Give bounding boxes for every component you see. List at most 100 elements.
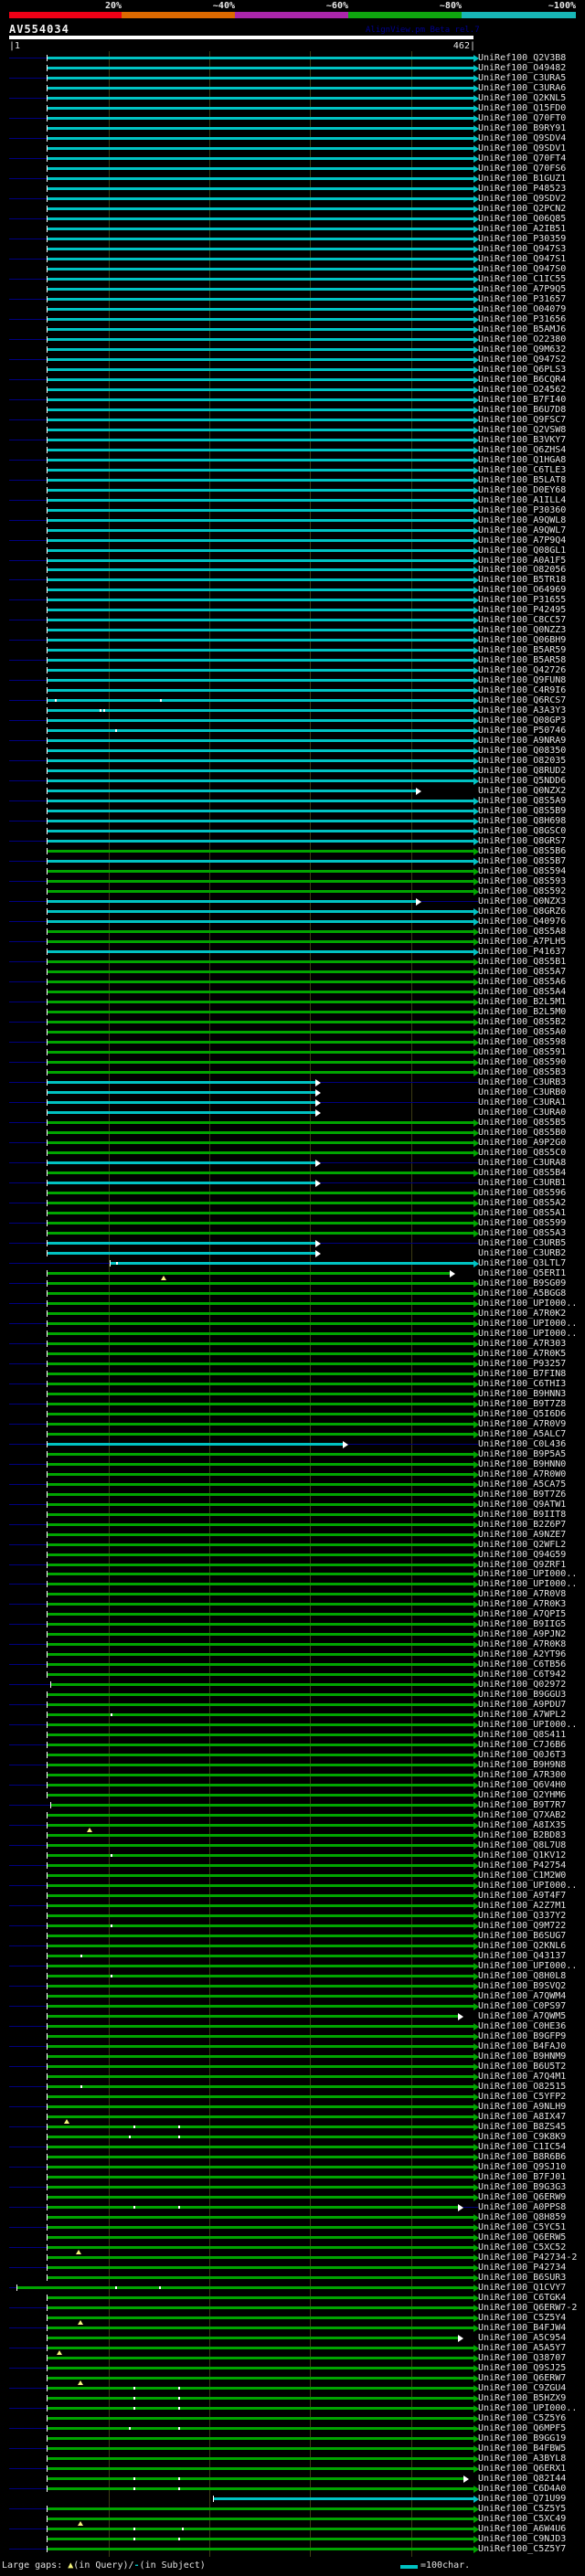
- hit-label[interactable]: UniRef100_P42495: [478, 605, 567, 615]
- hit-label[interactable]: UniRef100_UPI000..: [478, 1299, 578, 1309]
- hit-label[interactable]: UniRef100_Q8S5B9: [478, 806, 567, 816]
- hit-label[interactable]: UniRef100_Q02972: [478, 1680, 567, 1690]
- hit-label[interactable]: UniRef100_Q8S598: [478, 1037, 567, 1047]
- hit-label[interactable]: UniRef100_A7PLH5: [478, 937, 567, 947]
- hit-label[interactable]: UniRef100_B9GG19: [478, 2433, 567, 2443]
- hit-label[interactable]: UniRef100_Q15FD0: [478, 103, 567, 113]
- hit-label[interactable]: UniRef100_B9IIG5: [478, 1619, 567, 1629]
- hit-label[interactable]: UniRef100_Q8GRS7: [478, 836, 567, 846]
- hit-label[interactable]: UniRef100_A7R300: [478, 1770, 567, 1780]
- hit-label[interactable]: UniRef100_O49482: [478, 63, 567, 73]
- hit-label[interactable]: UniRef100_C5Z5Y7: [478, 2544, 567, 2554]
- hit-label[interactable]: UniRef100_Q6RCS7: [478, 695, 567, 705]
- hit-label[interactable]: UniRef100_C5Z5Y6: [478, 2413, 567, 2423]
- hit-label[interactable]: UniRef100_A8IX35: [478, 1820, 567, 1830]
- hit-label[interactable]: UniRef100_B5TR18: [478, 575, 567, 585]
- hit-label[interactable]: UniRef100_Q0NZX3: [478, 896, 567, 906]
- hit-label[interactable]: UniRef100_A5CA75: [478, 1479, 567, 1489]
- hit-label[interactable]: UniRef100_Q1HGA8: [478, 455, 567, 465]
- hit-label[interactable]: UniRef100_Q8H859: [478, 2212, 567, 2222]
- hit-label[interactable]: UniRef100_Q947S1: [478, 254, 567, 264]
- hit-label[interactable]: UniRef100_Q9ZRF1: [478, 1560, 567, 1570]
- hit-label[interactable]: UniRef100_Q8S411: [478, 1730, 567, 1740]
- hit-label[interactable]: UniRef100_Q7XAB2: [478, 1810, 567, 1820]
- hit-label[interactable]: UniRef100_Q6ERW5: [478, 2232, 567, 2242]
- hit-label[interactable]: UniRef100_C3URA8: [478, 1158, 567, 1168]
- hit-label[interactable]: UniRef100_Q8S5B3: [478, 1067, 567, 1077]
- hit-label[interactable]: UniRef100_B5AMJ6: [478, 324, 567, 334]
- hit-label[interactable]: UniRef100_C1IC54: [478, 2142, 567, 2152]
- hit-label[interactable]: UniRef100_Q5I6D6: [478, 1409, 567, 1419]
- hit-label[interactable]: UniRef100_C1IC55: [478, 274, 567, 284]
- hit-label[interactable]: UniRef100_O22380: [478, 334, 567, 345]
- hit-label[interactable]: UniRef100_Q8GSC0: [478, 826, 567, 836]
- hit-label[interactable]: UniRef100_P30360: [478, 505, 567, 515]
- hit-label[interactable]: UniRef100_A7QPI5: [478, 1609, 567, 1619]
- hit-label[interactable]: UniRef100_C6TB56: [478, 1659, 567, 1670]
- hit-label[interactable]: UniRef100_Q2VSW8: [478, 425, 567, 435]
- hit-label[interactable]: UniRef100_C8CC57: [478, 615, 567, 625]
- hit-label[interactable]: UniRef100_C4R9I6: [478, 685, 567, 695]
- hit-label[interactable]: UniRef100_P42754: [478, 1860, 567, 1871]
- hit-label[interactable]: UniRef100_A5C954: [478, 2333, 567, 2343]
- hit-label[interactable]: UniRef100_B5AR59: [478, 645, 567, 655]
- hit-label[interactable]: UniRef100_Q38707: [478, 2353, 567, 2363]
- hit-label[interactable]: UniRef100_Q43137: [478, 1951, 567, 1961]
- hit-label[interactable]: UniRef100_C0L436: [478, 1439, 567, 1449]
- hit-label[interactable]: UniRef100_A7R0K2: [478, 1309, 567, 1319]
- hit-label[interactable]: UniRef100_B9H9N8: [478, 1760, 567, 1770]
- hit-label[interactable]: UniRef100_C3URA6: [478, 83, 567, 93]
- hit-label[interactable]: UniRef100_B3VKY7: [478, 435, 567, 445]
- hit-label[interactable]: UniRef100_C5XC49: [478, 2514, 567, 2524]
- hit-label[interactable]: UniRef100_A7Q4M1: [478, 2072, 567, 2082]
- hit-label[interactable]: UniRef100_B9T7Z8: [478, 1399, 567, 1409]
- hit-label[interactable]: UniRef100_Q337Y2: [478, 1911, 567, 1921]
- hit-label[interactable]: UniRef100_B6SUR3: [478, 2273, 567, 2283]
- hit-label[interactable]: UniRef100_Q8S5A0: [478, 1027, 567, 1037]
- hit-label[interactable]: UniRef100_Q8S596: [478, 1188, 567, 1198]
- hit-label[interactable]: UniRef100_Q8S5A6: [478, 977, 567, 987]
- hit-label[interactable]: UniRef100_Q08350: [478, 746, 567, 756]
- hit-label[interactable]: UniRef100_Q8S592: [478, 886, 567, 896]
- hit-label[interactable]: UniRef100_Q2KNL5: [478, 93, 567, 103]
- hit-label[interactable]: UniRef100_Q70FT0: [478, 113, 567, 123]
- hit-label[interactable]: UniRef100_A9NZE7: [478, 1530, 567, 1540]
- hit-label[interactable]: UniRef100_A9PJN2: [478, 1629, 567, 1639]
- hit-label[interactable]: UniRef100_B9SVQ2: [478, 1981, 567, 1991]
- hit-label[interactable]: UniRef100_B7FI40: [478, 395, 567, 405]
- hit-label[interactable]: UniRef100_Q8S5B4: [478, 1168, 567, 1178]
- hit-label[interactable]: UniRef100_C3URB0: [478, 1087, 567, 1097]
- hit-label[interactable]: UniRef100_Q2V3B8: [478, 53, 567, 63]
- hit-label[interactable]: UniRef100_A0PPS8: [478, 2202, 567, 2212]
- hit-label[interactable]: UniRef100_B9HNM9: [478, 2051, 567, 2062]
- hit-label[interactable]: UniRef100_C3URA0: [478, 1108, 567, 1118]
- hit-label[interactable]: UniRef100_Q40976: [478, 917, 567, 927]
- hit-label[interactable]: UniRef100_B9GGU3: [478, 1690, 567, 1700]
- hit-label[interactable]: UniRef100_C6T942: [478, 1670, 567, 1680]
- hit-label[interactable]: UniRef100_B6SUG7: [478, 1931, 567, 1941]
- hit-label[interactable]: UniRef100_B9G3G3: [478, 2182, 567, 2192]
- hit-label[interactable]: UniRef100_Q8S593: [478, 876, 567, 886]
- hit-label[interactable]: UniRef100_A7R0K3: [478, 1599, 567, 1609]
- hit-label[interactable]: UniRef100_Q9M722: [478, 1921, 567, 1931]
- hit-label[interactable]: UniRef100_UPI000..: [478, 1720, 578, 1730]
- hit-label[interactable]: UniRef100_A7R0K5: [478, 1349, 567, 1359]
- hit-label[interactable]: UniRef100_D0EY68: [478, 485, 567, 495]
- hit-label[interactable]: UniRef100_Q2PCN2: [478, 204, 567, 214]
- hit-label[interactable]: UniRef100_B4FBW5: [478, 2443, 567, 2454]
- hit-label[interactable]: UniRef100_P31655: [478, 595, 567, 605]
- hit-label[interactable]: UniRef100_Q08GL1: [478, 546, 567, 556]
- hit-label[interactable]: UniRef100_Q947S2: [478, 355, 567, 365]
- hit-label[interactable]: UniRef100_UPI000..: [478, 2403, 578, 2413]
- hit-label[interactable]: UniRef100_O82035: [478, 756, 567, 766]
- hit-label[interactable]: UniRef100_Q0NZZ3: [478, 625, 567, 635]
- hit-label[interactable]: UniRef100_A7WPL2: [478, 1710, 567, 1720]
- hit-label[interactable]: UniRef100_C0PS97: [478, 2001, 567, 2011]
- hit-label[interactable]: UniRef100_B6CQR4: [478, 375, 567, 385]
- hit-label[interactable]: UniRef100_B9HNN0: [478, 1459, 567, 1469]
- hit-label[interactable]: UniRef100_A9T4F7: [478, 1891, 567, 1901]
- hit-label[interactable]: UniRef100_B8R6B6: [478, 2152, 567, 2162]
- hit-label[interactable]: UniRef100_B9SG09: [478, 1278, 567, 1288]
- hit-label[interactable]: UniRef100_B9RY91: [478, 123, 567, 133]
- hit-label[interactable]: UniRef100_B9GFP9: [478, 2031, 567, 2041]
